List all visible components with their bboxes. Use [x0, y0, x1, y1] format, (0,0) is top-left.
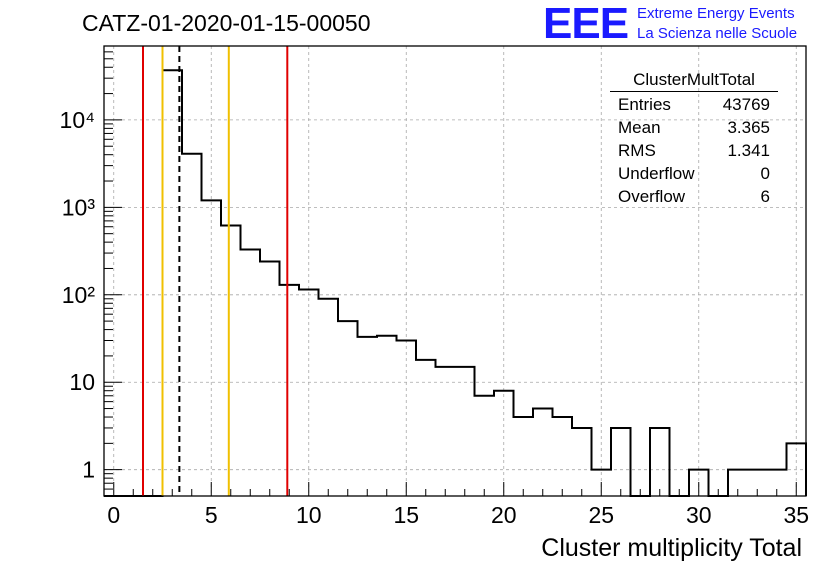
- histogram-bin: [650, 428, 670, 496]
- histogram-bin: [475, 396, 495, 496]
- stats-value: 6: [760, 187, 770, 206]
- stats-value: 1.341: [727, 141, 770, 160]
- stats-label: Entries: [618, 95, 671, 114]
- x-tick-label: 0: [107, 502, 120, 528]
- stats-row-underflow: Underflow 0: [610, 162, 778, 185]
- x-tick-label: 10: [296, 502, 322, 528]
- histogram-bin: [533, 409, 553, 496]
- stats-row-entries: Entries 43769: [610, 93, 778, 116]
- x-tick-label: 5: [205, 502, 218, 528]
- marker-lines: [142, 46, 289, 496]
- histogram-bin: [377, 336, 397, 496]
- chart-title: CATZ-01-2020-01-15-00050: [82, 10, 371, 36]
- eee-logo: EEE: [543, 0, 629, 48]
- histogram-bin: [299, 289, 319, 496]
- stats-row-overflow: Overflow 6: [610, 185, 778, 208]
- histogram-bin: [182, 154, 202, 496]
- logo-line-1: Extreme Energy Events: [637, 5, 795, 22]
- y-tick-label: 10³: [62, 194, 96, 220]
- stats-value: 43769: [722, 95, 770, 114]
- histogram-bin: [436, 367, 456, 496]
- stats-row-mean: Mean 3.365: [610, 116, 778, 139]
- histogram-bin: [455, 367, 475, 496]
- stats-box: ClusterMultTotal Entries 43769 Mean 3.36…: [610, 70, 778, 208]
- histogram-bin: [416, 360, 436, 496]
- histogram-bin: [514, 417, 534, 496]
- histogram-bin: [280, 285, 300, 496]
- histogram-bin: [358, 337, 378, 496]
- histogram-bin: [319, 299, 339, 496]
- x-tick-label: 20: [491, 502, 517, 528]
- histogram-bin: [572, 428, 592, 496]
- histogram-bin: [163, 70, 183, 496]
- stats-label: RMS: [618, 141, 656, 160]
- stats-label: Underflow: [618, 164, 695, 183]
- y-tick-label: 10: [69, 369, 95, 395]
- histogram-bin: [553, 417, 573, 496]
- plot-frame: [103, 45, 807, 497]
- histogram-bin: [221, 225, 241, 496]
- axis-ticks: [104, 45, 797, 497]
- stats-label: Overflow: [618, 187, 686, 206]
- stats-title: ClusterMultTotal: [610, 70, 778, 92]
- axis-tick-labels: 0 5 10 15 20 25 30 35 1 10 10² 10³ 10⁴: [60, 107, 810, 528]
- stats-value: 0: [760, 164, 770, 183]
- x-tick-label: 25: [588, 502, 614, 528]
- y-tick-label: 10²: [62, 282, 96, 308]
- stats-row-rms: RMS 1.341: [610, 139, 778, 162]
- x-tick-label: 35: [783, 502, 809, 528]
- y-tick-label: 1: [82, 457, 95, 483]
- stats-value: 3.365: [727, 118, 770, 137]
- x-tick-label: 30: [686, 502, 712, 528]
- histogram-bin: [241, 249, 261, 496]
- y-tick-label: 10⁴: [60, 107, 95, 133]
- stats-label: Mean: [618, 118, 661, 137]
- logo-line-2: La Scienza nelle Scuole: [637, 25, 798, 42]
- histogram-bin: [611, 428, 631, 496]
- x-axis-label: Cluster multiplicity Total: [541, 534, 802, 562]
- histogram-bin: [260, 262, 280, 496]
- x-tick-label: 15: [393, 502, 419, 528]
